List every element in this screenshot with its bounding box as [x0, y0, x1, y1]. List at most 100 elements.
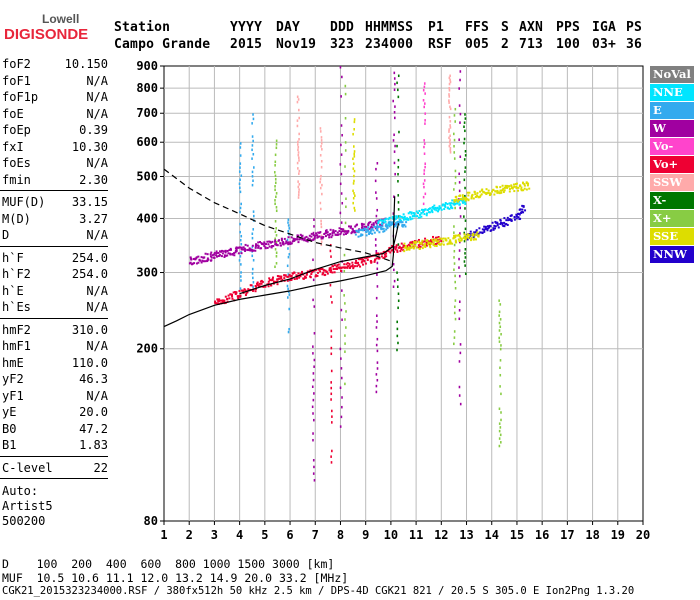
echo-point: [228, 249, 231, 252]
echo-point: [280, 237, 283, 240]
param-label: foF1p: [2, 90, 39, 104]
echo-point: [448, 76, 451, 80]
echo-point: [288, 293, 291, 296]
echo-point: [231, 253, 234, 256]
echo-point: [362, 223, 365, 226]
echo-point: [434, 242, 437, 245]
echo-point: [298, 169, 301, 173]
echo-point: [319, 177, 322, 181]
echo-point: [453, 144, 455, 148]
echo-point: [284, 242, 287, 245]
echo-point: [320, 240, 323, 244]
echo-point: [424, 237, 427, 240]
echo-point: [503, 225, 506, 228]
echo-point: [277, 239, 280, 242]
echo-point: [459, 121, 461, 124]
echo-point: [463, 236, 466, 239]
echo-point: [463, 239, 466, 243]
echo-point: [287, 275, 290, 278]
echo-point: [193, 262, 196, 265]
echo-point: [331, 264, 334, 267]
echo-point: [449, 80, 452, 84]
echo-point: [290, 278, 293, 281]
echo-point: [290, 274, 293, 277]
echo-point: [296, 124, 299, 128]
echo-point: [433, 208, 436, 211]
echo-point: [272, 245, 275, 248]
echo-point: [330, 255, 332, 258]
echo-point: [330, 346, 333, 350]
param-row: fmin 2.30: [0, 172, 108, 189]
echo-point: [334, 230, 337, 233]
echo-point: [500, 392, 502, 396]
param-value: 0.39: [79, 123, 108, 137]
echo-point: [418, 247, 421, 250]
echo-point: [496, 221, 499, 224]
echo-point: [380, 224, 383, 227]
echo-point: [257, 241, 260, 244]
echo-point: [297, 180, 299, 183]
echo-point: [296, 238, 299, 241]
echo-point: [397, 158, 400, 162]
echo-point: [458, 235, 461, 238]
echo-point: [238, 289, 241, 292]
echo-point: [500, 332, 502, 336]
echo-point: [394, 82, 396, 86]
echo-point: [362, 263, 365, 266]
echo-point: [464, 219, 467, 222]
echo-point: [356, 265, 359, 268]
echo-point: [396, 285, 399, 288]
echo-point: [376, 162, 379, 165]
echo-point: [394, 144, 396, 148]
echo-point: [397, 299, 400, 303]
echo-point: [213, 252, 216, 255]
echo-point: [326, 231, 329, 234]
echo-point: [317, 231, 320, 234]
echo-point: [396, 250, 399, 253]
echo-point: [352, 167, 355, 170]
echo-point: [244, 249, 247, 252]
echo-point: [513, 190, 516, 193]
echo-point: [498, 444, 501, 448]
echo-point: [521, 208, 524, 211]
echo-point: [313, 392, 315, 395]
echo-point: [362, 258, 365, 261]
echo-point: [465, 236, 468, 239]
echo-point: [330, 295, 332, 298]
echo-point: [287, 243, 290, 246]
x-tick-label: 15: [510, 528, 524, 542]
echo-point: [402, 213, 405, 216]
echo-point: [508, 190, 511, 193]
echo-point: [367, 229, 370, 232]
echo-point: [479, 190, 482, 193]
echo-point: [489, 229, 492, 232]
echo-point: [487, 227, 490, 230]
echo-point: [424, 208, 427, 211]
echo-point: [313, 332, 316, 335]
echo-point: [453, 311, 456, 315]
echo-point: [448, 82, 451, 86]
echo-point: [322, 236, 325, 239]
echo-point: [268, 277, 271, 280]
echo-point: [472, 234, 475, 237]
echo-point: [396, 144, 398, 148]
echo-point: [448, 207, 451, 210]
echo-point: [224, 251, 227, 254]
echo-point: [460, 237, 463, 240]
echo-point: [506, 184, 509, 187]
echo-point: [243, 288, 246, 291]
echo-point: [385, 217, 388, 220]
echo-point: [367, 222, 370, 225]
echo-point: [510, 214, 513, 217]
echo-point: [421, 247, 424, 250]
echo-point: [437, 208, 440, 211]
echo-point: [328, 234, 331, 237]
echo-point: [393, 133, 395, 137]
echo-point: [450, 242, 453, 245]
echo-point: [357, 258, 360, 261]
legend-item: Vo-: [650, 138, 694, 155]
echo-point: [359, 234, 362, 237]
echo-point: [274, 237, 276, 241]
echo-point: [422, 88, 425, 92]
echo-point: [240, 202, 242, 206]
